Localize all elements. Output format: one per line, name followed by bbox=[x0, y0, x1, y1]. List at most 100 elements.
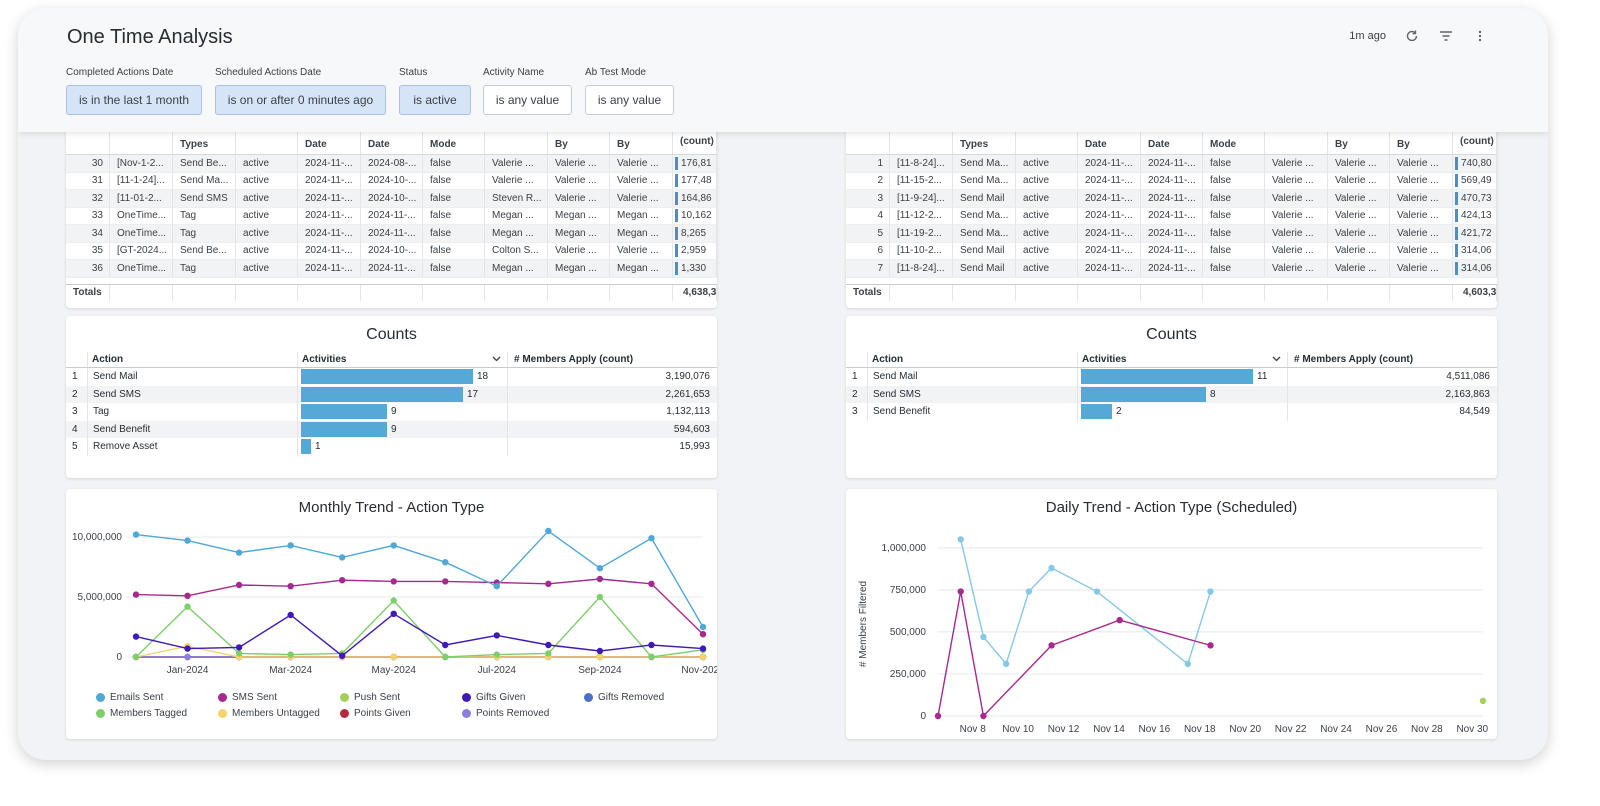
data-table[interactable]: TypesDateDateModeByByApply (count)1[11-8… bbox=[846, 118, 1497, 301]
data-point[interactable] bbox=[1116, 616, 1123, 624]
legend-item[interactable]: Members Tagged bbox=[96, 708, 187, 719]
data-point[interactable] bbox=[338, 652, 346, 659]
filter-icon[interactable] bbox=[1438, 28, 1454, 44]
data-point[interactable] bbox=[493, 583, 501, 590]
data-point[interactable] bbox=[1207, 642, 1214, 649]
data-point[interactable] bbox=[980, 633, 987, 641]
data-point[interactable] bbox=[699, 645, 707, 652]
table-row[interactable]: 6 [11-10-2... Send Mail active 2024-11-... 20… bbox=[846, 242, 1497, 260]
chevron-down-icon[interactable] bbox=[492, 354, 501, 365]
counts-table[interactable]: Action Activities # Members Apply (count) 1… bbox=[66, 352, 717, 456]
counts-row[interactable]: 5 Remove Asset 1 15,993 bbox=[66, 438, 717, 456]
data-point[interactable] bbox=[442, 559, 449, 566]
data-point[interactable] bbox=[1048, 564, 1055, 572]
column-header[interactable]: By bbox=[1328, 118, 1390, 154]
column-header-members[interactable]: # Members Apply (count) bbox=[1294, 354, 1414, 365]
table-row[interactable]: 32 [11-01-2... Send SMS active 2024-11-... 20… bbox=[66, 190, 717, 208]
filter-chip[interactable]: is on or after 0 minutes ago bbox=[215, 85, 386, 115]
table-row[interactable]: 34 OneTime... Tag active 2024-11-... 2024-11-… bbox=[66, 225, 717, 243]
data-point[interactable] bbox=[493, 632, 501, 639]
data-point[interactable] bbox=[596, 565, 604, 572]
data-table[interactable]: TypesDateDateModeByByApply (count)30[Nov… bbox=[66, 118, 717, 301]
chevron-down-icon[interactable] bbox=[1272, 354, 1281, 365]
counts-row[interactable]: 3 Tag 9 1,132,113 bbox=[66, 403, 717, 421]
table-row[interactable]: 33 OneTime... Tag active 2024-11-... 2024-11-… bbox=[66, 207, 717, 225]
data-point[interactable] bbox=[1048, 642, 1055, 649]
data-point[interactable] bbox=[184, 653, 191, 661]
data-point[interactable] bbox=[287, 583, 294, 590]
column-header[interactable] bbox=[485, 118, 548, 154]
data-point[interactable] bbox=[132, 633, 140, 640]
data-point[interactable] bbox=[390, 653, 397, 661]
data-point[interactable] bbox=[442, 653, 449, 661]
table-row[interactable]: 1 [11-8-24]... Send Ma... active 2024-11-...… bbox=[846, 155, 1497, 173]
column-header[interactable]: By bbox=[548, 118, 610, 154]
column-header-action[interactable]: Action bbox=[88, 352, 298, 367]
data-point[interactable] bbox=[1184, 660, 1191, 668]
data-point[interactable] bbox=[132, 531, 140, 538]
column-header[interactable] bbox=[846, 118, 890, 154]
legend-item[interactable]: Emails Sent bbox=[96, 692, 163, 703]
legend-item[interactable]: SMS Sent bbox=[218, 692, 277, 703]
data-point[interactable] bbox=[980, 712, 987, 720]
column-header[interactable]: Types bbox=[953, 118, 1016, 154]
column-header[interactable]: Date bbox=[1078, 118, 1141, 154]
column-header[interactable]: Date bbox=[298, 118, 361, 154]
counts-row[interactable]: 1 Send Mail 18 3,190,076 bbox=[66, 368, 717, 386]
column-header[interactable] bbox=[66, 118, 110, 154]
column-header[interactable] bbox=[890, 118, 953, 154]
data-point[interactable] bbox=[442, 578, 449, 585]
data-point[interactable] bbox=[545, 641, 552, 649]
data-point[interactable] bbox=[648, 641, 655, 649]
column-header-activities[interactable]: Activities bbox=[1078, 352, 1288, 367]
data-point[interactable] bbox=[184, 645, 191, 652]
data-point[interactable] bbox=[1002, 660, 1010, 668]
data-point[interactable] bbox=[934, 712, 942, 720]
data-point[interactable] bbox=[648, 653, 655, 661]
column-header[interactable]: Mode bbox=[1203, 118, 1265, 154]
filter-chip[interactable]: is any value bbox=[585, 85, 674, 115]
data-point[interactable] bbox=[957, 536, 964, 543]
data-point[interactable] bbox=[287, 651, 294, 658]
data-point[interactable] bbox=[545, 527, 552, 535]
data-point[interactable] bbox=[338, 554, 346, 561]
column-header-members[interactable]: # Members Apply (count) bbox=[514, 354, 634, 365]
data-point[interactable] bbox=[648, 580, 655, 587]
legend-item[interactable]: Gifts Removed bbox=[584, 692, 664, 703]
counts-row[interactable]: 3 Send Benefit 2 84,549 bbox=[846, 403, 1497, 421]
data-point[interactable] bbox=[184, 592, 191, 599]
filter-chip[interactable]: is in the last 1 month bbox=[66, 85, 202, 115]
table-row[interactable]: 2 [11-15-2... Send Ma... active 2024-11-... 2… bbox=[846, 172, 1497, 190]
more-vertical-icon[interactable] bbox=[1472, 28, 1488, 44]
legend-item[interactable]: Push Sent bbox=[340, 692, 400, 703]
data-point[interactable] bbox=[184, 603, 191, 610]
data-point[interactable] bbox=[390, 610, 397, 617]
filter-chip[interactable]: is active bbox=[399, 85, 471, 115]
table-row[interactable]: 30 [Nov-1-2... Send Be... active 2024-11-...… bbox=[66, 155, 717, 173]
data-point[interactable] bbox=[545, 580, 552, 587]
column-header-action[interactable]: Action bbox=[868, 352, 1078, 367]
data-point[interactable] bbox=[699, 653, 707, 661]
data-point[interactable] bbox=[596, 653, 604, 661]
counts-row[interactable]: 2 Send SMS 17 2,261,653 bbox=[66, 385, 717, 403]
data-point[interactable] bbox=[648, 535, 655, 542]
data-point[interactable] bbox=[390, 578, 397, 585]
data-point[interactable] bbox=[132, 653, 140, 661]
data-point[interactable] bbox=[957, 588, 964, 595]
data-point[interactable] bbox=[390, 542, 397, 549]
data-point[interactable] bbox=[235, 581, 243, 589]
monthly-trend-chart[interactable]: 0 5,000,000 10,000,000 Jan-2024 Mar-2024 May-… bbox=[66, 489, 717, 739]
column-header-activities[interactable]: Activities bbox=[298, 352, 508, 367]
data-point[interactable] bbox=[132, 591, 140, 598]
refresh-icon[interactable] bbox=[1404, 28, 1420, 44]
counts-table[interactable]: Action Activities # Members Apply (count) 1… bbox=[846, 352, 1497, 421]
data-point[interactable] bbox=[442, 641, 449, 649]
data-point[interactable] bbox=[235, 650, 243, 657]
legend-item[interactable]: Points Removed bbox=[462, 708, 549, 719]
data-point[interactable] bbox=[545, 650, 552, 657]
table-row[interactable]: 35 [GT-2024... Send Be... active 2024-11-...… bbox=[66, 242, 717, 260]
counts-row[interactable]: 2 Send SMS 8 2,163,863 bbox=[846, 385, 1497, 403]
table-row[interactable]: 7 [11-8-24]... Send Mail active 2024-11-... 2… bbox=[846, 260, 1497, 278]
data-point[interactable] bbox=[1093, 588, 1101, 595]
column-header[interactable]: Date bbox=[1141, 118, 1203, 154]
